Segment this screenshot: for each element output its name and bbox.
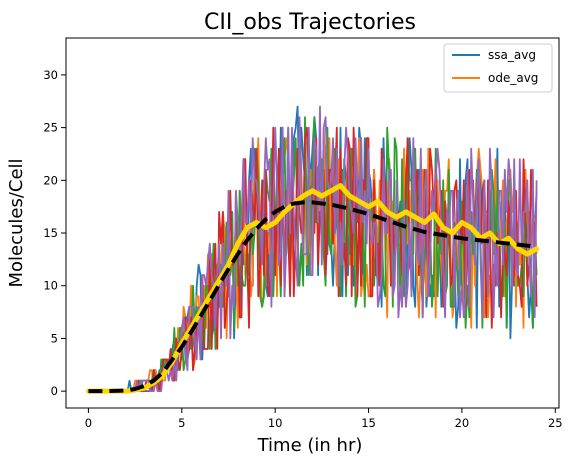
y-tick-label: 30 — [43, 68, 58, 82]
x-tick-label: 15 — [361, 416, 376, 430]
y-tick-label: 10 — [43, 279, 58, 293]
plot-frame — [65, 37, 560, 409]
legend: ssa_avg ode_avg — [443, 43, 553, 93]
trajectory-line — [88, 105, 538, 393]
x-tick-label: 5 — [178, 416, 185, 430]
series-ode_avg — [88, 200, 537, 394]
plot-area: 0 5 10 15 20 25 0 5 10 15 20 25 30 — [43, 37, 563, 430]
y-tick-label: 20 — [43, 173, 58, 187]
x-tick-label: 20 — [455, 416, 470, 430]
x-axis-label: Time (in hr) — [257, 435, 363, 456]
y-tick-label: 15 — [43, 226, 58, 240]
legend-label-ode: ode_avg — [488, 71, 538, 85]
y-axis-label: Molecules/Cell — [6, 158, 27, 287]
chart-title: CII_obs Trajectories — [204, 10, 416, 35]
y-tick-label: 25 — [43, 121, 58, 135]
axis-ticks: 0 5 10 15 20 25 0 5 10 15 20 25 30 — [43, 68, 562, 430]
x-tick-label: 10 — [268, 416, 283, 430]
y-tick-label: 5 — [51, 331, 58, 345]
x-tick-label: 25 — [548, 416, 563, 430]
legend-label-ssa: ssa_avg — [488, 48, 536, 62]
average-lines — [85, 183, 540, 394]
y-tick-label: 0 — [51, 384, 58, 398]
x-tick-label: 0 — [85, 416, 92, 430]
